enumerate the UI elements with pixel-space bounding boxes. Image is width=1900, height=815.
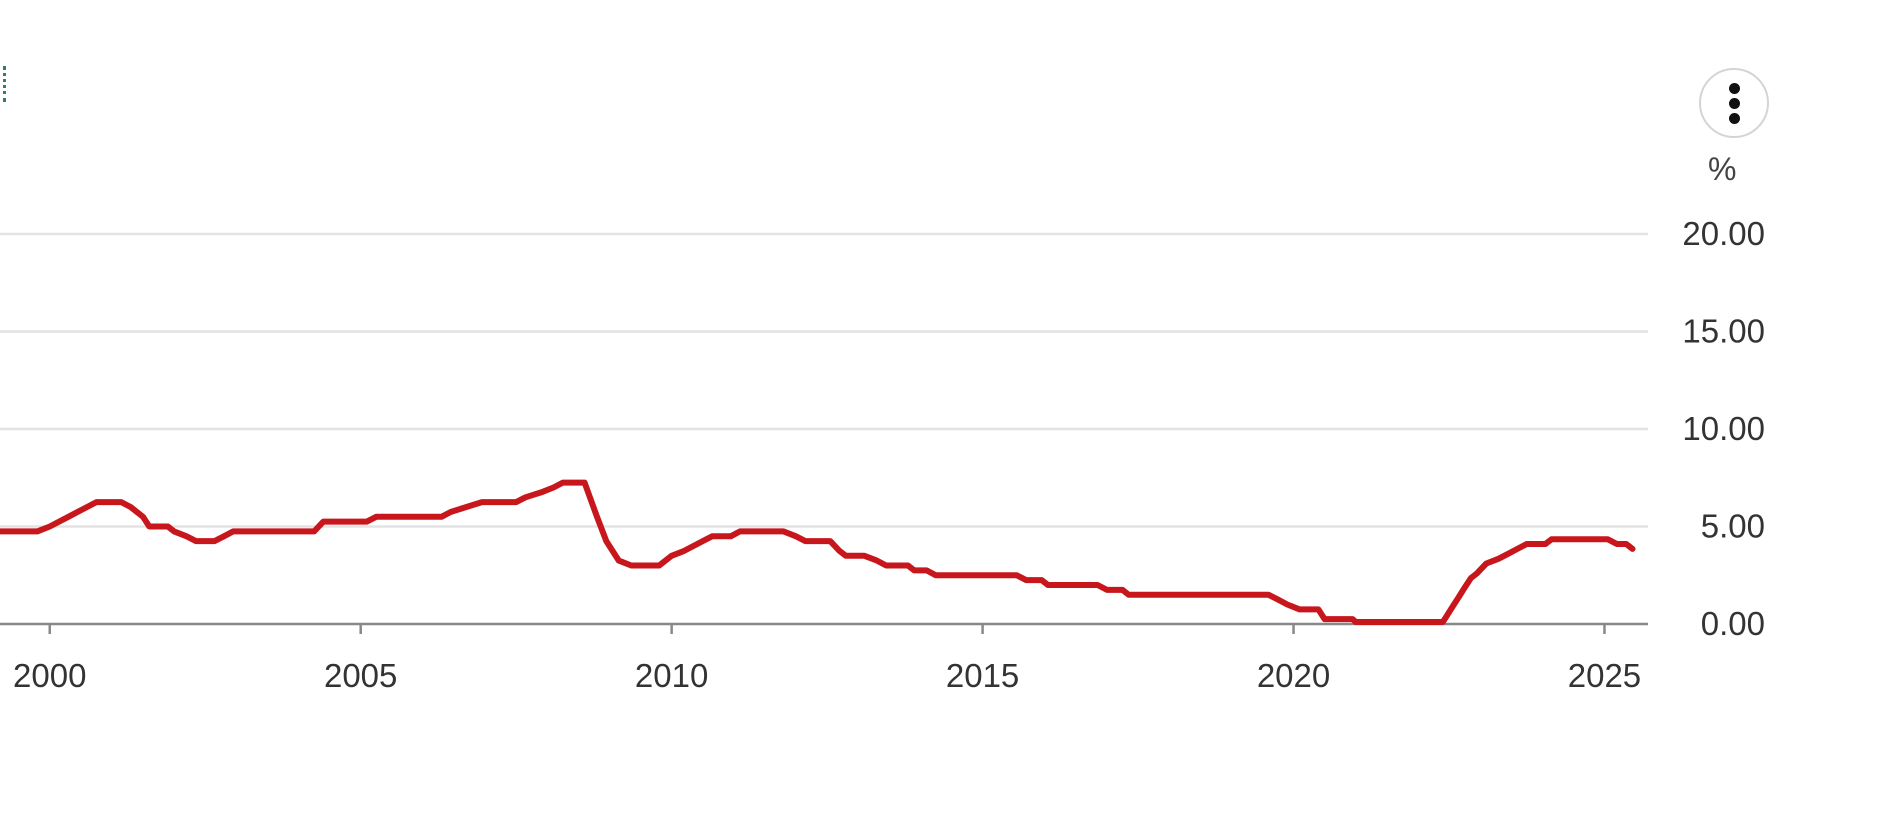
y-tick-label: 20.00	[1682, 215, 1765, 252]
x-tick-label: 2000	[13, 657, 86, 694]
x-tick-label: 2020	[1257, 657, 1330, 694]
gridlines	[0, 232, 1648, 528]
clipped-tab-fragment	[0, 66, 6, 102]
x-tick-label: 2025	[1568, 657, 1641, 694]
series-line-rate	[0, 479, 1636, 625]
y-tick-label: 0.00	[1701, 605, 1765, 642]
y-axis-labels: 0.00 5.00 10.00 15.00 20.00	[1682, 215, 1765, 642]
y-tick-label: 15.00	[1682, 313, 1765, 350]
x-tick-label: 2015	[946, 657, 1019, 694]
x-axis-labels: 2000 2005 2010 2015 2020 2025	[13, 657, 1641, 694]
y-tick-label: 5.00	[1701, 508, 1765, 545]
y-unit-label: %	[1708, 151, 1736, 187]
y-tick-label: 10.00	[1682, 410, 1765, 447]
chart-menu-button[interactable]	[1699, 68, 1769, 138]
x-tick-label: 2010	[635, 657, 708, 694]
x-tick-label: 2005	[324, 657, 397, 694]
x-axis	[0, 622, 1648, 634]
more-vertical-icon	[1728, 83, 1740, 94]
series-layer	[0, 479, 1636, 625]
